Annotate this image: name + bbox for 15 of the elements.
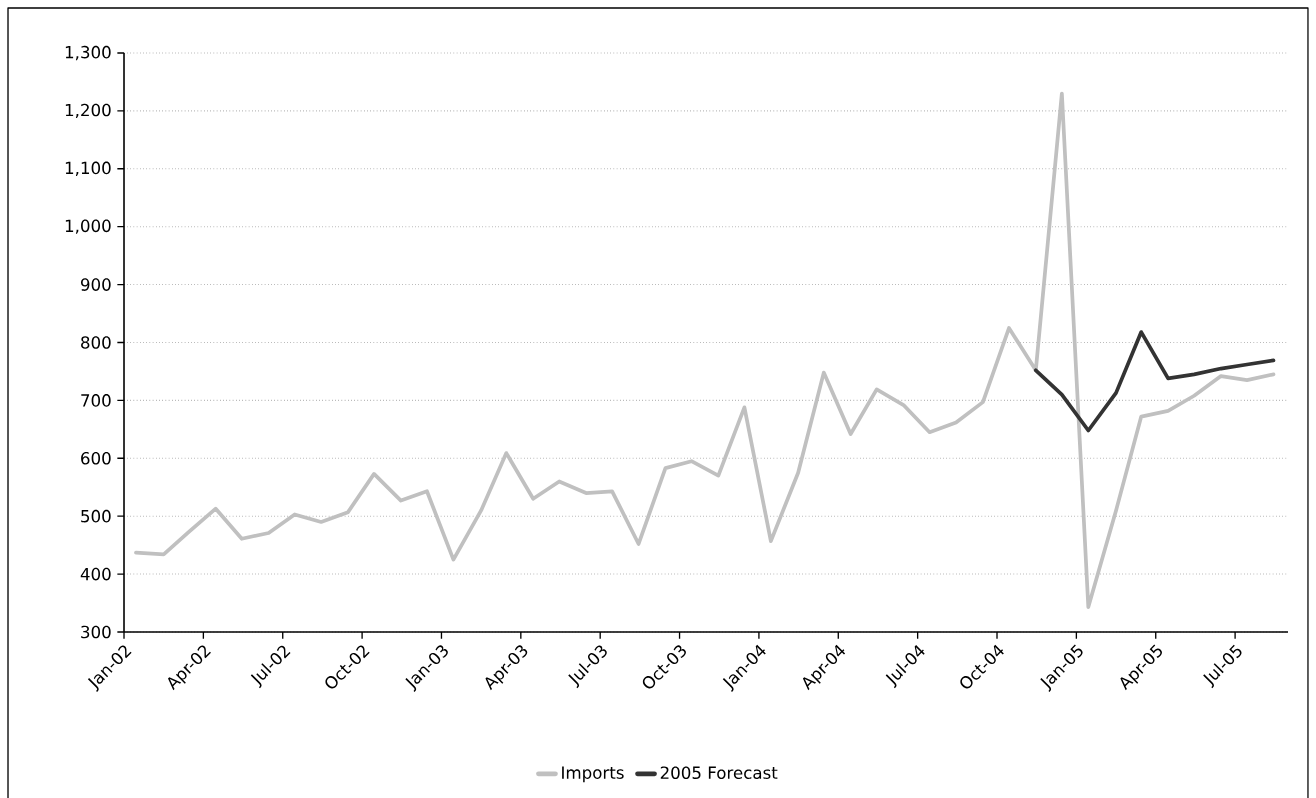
y-tick-label: 700 [81,394,111,407]
line-series [1033,330,1276,433]
legend-label: 2005 Forecast [660,766,778,779]
y-tick-label: 600 [81,451,111,465]
y-tick-label: 400 [80,567,111,581]
y-tick-label: 800 [81,336,111,349]
y-tick-label: 1,200 [65,103,111,119]
y-tick-label: 500 [81,509,111,523]
y-tick-label: 300 [81,625,111,639]
y-tick-label: 900 [80,278,111,291]
y-tick-label: 1,100 [65,161,111,176]
y-tick-label: 1,000 [65,219,111,234]
line-series [134,91,1276,609]
y-tick-label: 1,300 [65,45,111,61]
legend-label: Imports [562,766,624,783]
